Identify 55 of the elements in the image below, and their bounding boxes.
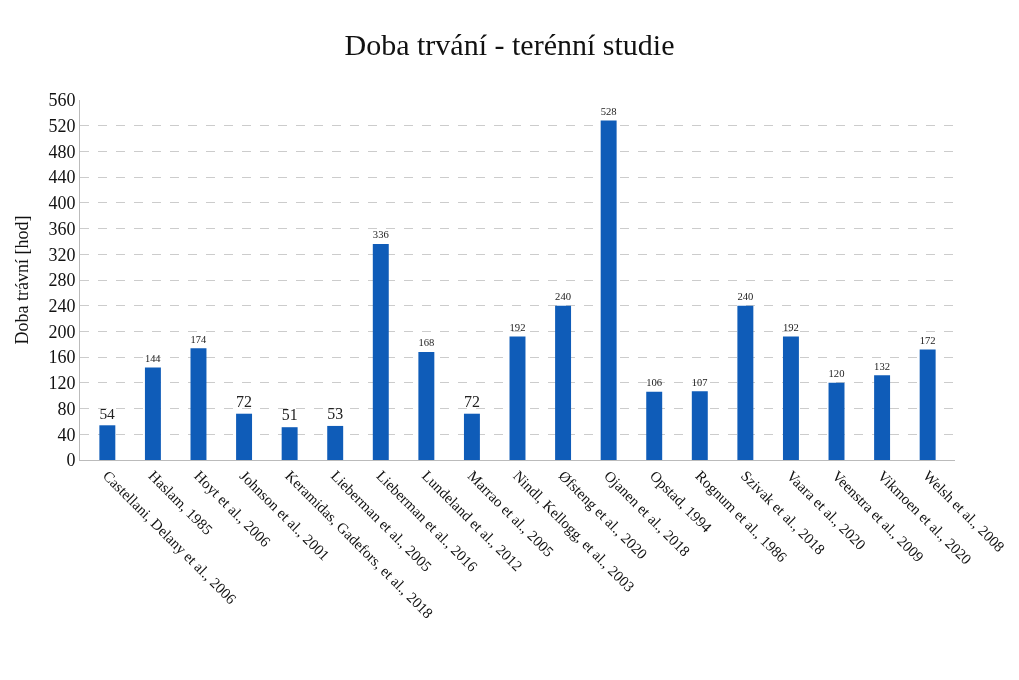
data-label: 107 [691,376,708,388]
bar [372,244,389,460]
data-label: 336 [372,229,389,241]
chart-title: Doba trvání - terénní studie [344,28,675,61]
data-label: 192 [509,322,526,334]
y-tick-label: 560 [48,90,76,111]
y-tick-label: 360 [48,218,76,239]
y-tick-label: 400 [48,193,76,214]
data-label: 72 [463,392,480,410]
y-tick-label: 320 [48,244,76,265]
bar [919,349,936,460]
y-tick-label: 80 [57,398,76,419]
bar [555,305,572,460]
y-tick-label: 40 [57,424,76,445]
bar [737,305,754,460]
y-tick-label: 160 [48,347,76,368]
bar [463,413,480,460]
data-label: 120 [828,368,845,380]
bar [99,425,116,460]
y-tick-label: 280 [48,270,76,291]
y-tick-label: 0 [66,450,76,471]
bar [509,336,526,460]
data-label: 51 [281,406,298,424]
data-label: 168 [418,337,435,349]
data-label: 172 [919,334,936,346]
y-tick-label: 240 [48,296,76,317]
data-label: 106 [646,377,663,389]
bar [327,425,344,460]
bar [828,382,845,460]
data-label: 144 [144,352,162,364]
data-label: 174 [190,333,207,345]
y-tick-label: 120 [48,373,76,394]
bar [144,367,161,460]
data-label: 240 [555,291,572,303]
bar [782,336,799,460]
y-tick-label: 480 [48,141,76,162]
y-tick-label: 440 [48,167,76,188]
data-label: 192 [782,322,799,334]
data-label: 72 [236,392,253,410]
data-label: 53 [327,405,344,423]
data-label: 528 [600,106,617,118]
y-tick-label: 200 [48,321,76,342]
bar [691,391,708,460]
bar [600,120,617,460]
y-tick-label: 520 [48,116,76,137]
bar [236,413,253,460]
bar [281,427,298,460]
bar [874,375,891,460]
bar [646,391,663,460]
bar [418,352,435,460]
bar [190,348,207,460]
data-label: 54 [99,404,116,422]
data-label: 240 [737,291,754,303]
y-axis-title: Doba trávní [hod] [11,215,32,345]
data-label: 132 [874,360,891,372]
